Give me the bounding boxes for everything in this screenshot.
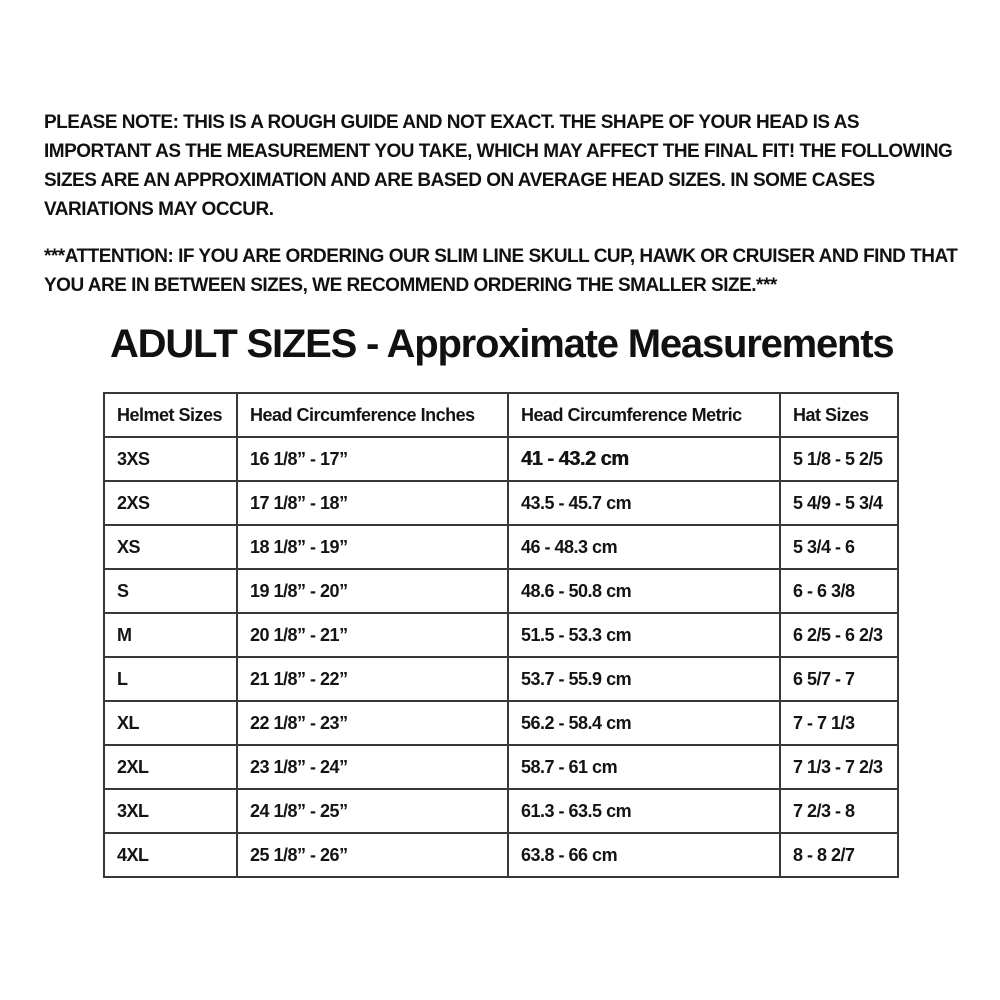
header-circumference-metric: Head Circumference Metric bbox=[507, 392, 781, 438]
helmet-size-cell: XL bbox=[103, 700, 238, 746]
hat-size-cell: 6 - 6 3/8 bbox=[779, 568, 899, 614]
note-block: PLEASE NOTE: THIS IS A ROUGH GUIDE AND N… bbox=[44, 108, 960, 300]
inches-cell: 22 1/8” - 23” bbox=[236, 700, 509, 746]
metric-cell: 63.8 - 66 cm bbox=[507, 832, 781, 878]
helmet-size-cell: XS bbox=[103, 524, 238, 570]
table-header: Helmet Sizes Head Circumference Inches H… bbox=[103, 392, 899, 438]
hat-size-cell: 5 3/4 - 6 bbox=[779, 524, 899, 570]
inches-cell: 24 1/8” - 25” bbox=[236, 788, 509, 834]
metric-cell: 61.3 - 63.5 cm bbox=[507, 788, 781, 834]
hat-size-cell: 5 1/8 - 5 2/5 bbox=[779, 436, 899, 482]
please-note-paragraph: PLEASE NOTE: THIS IS A ROUGH GUIDE AND N… bbox=[44, 112, 953, 220]
hat-size-cell: 6 5/7 - 7 bbox=[779, 656, 899, 702]
table-row: 2XS 17 1/8” - 18” 43.5 - 45.7 cm 5 4/9 -… bbox=[103, 480, 899, 526]
hat-size-cell: 8 - 8 2/7 bbox=[779, 832, 899, 878]
table-row: XS 18 1/8” - 19” 46 - 48.3 cm 5 3/4 - 6 bbox=[103, 524, 899, 570]
table-row: S 19 1/8” - 20” 48.6 - 50.8 cm 6 - 6 3/8 bbox=[103, 568, 899, 614]
helmet-size-cell: S bbox=[103, 568, 238, 614]
adult-sizes-table: Helmet Sizes Head Circumference Inches H… bbox=[103, 392, 899, 878]
table-row: XL 22 1/8” - 23” 56.2 - 58.4 cm 7 - 7 1/… bbox=[103, 700, 899, 746]
hat-size-cell: 5 4/9 - 5 3/4 bbox=[779, 480, 899, 526]
inches-cell: 17 1/8” - 18” bbox=[236, 480, 509, 526]
inches-cell: 23 1/8” - 24” bbox=[236, 744, 509, 790]
page-title: ADULT SIZES - Approximate Measurements bbox=[110, 322, 895, 366]
header-hat-sizes: Hat Sizes bbox=[779, 392, 899, 438]
metric-cell: 43.5 - 45.7 cm bbox=[507, 480, 781, 526]
inches-cell: 16 1/8” - 17” bbox=[236, 436, 509, 482]
metric-cell: 51.5 - 53.3 cm bbox=[507, 612, 781, 658]
helmet-size-cell: 2XL bbox=[103, 744, 238, 790]
metric-cell: 58.7 - 61 cm bbox=[507, 744, 781, 790]
helmet-size-cell: M bbox=[103, 612, 238, 658]
helmet-size-cell: 3XL bbox=[103, 788, 238, 834]
header-helmet-sizes: Helmet Sizes bbox=[103, 392, 238, 438]
hat-size-cell: 7 2/3 - 8 bbox=[779, 788, 899, 834]
helmet-size-cell: L bbox=[103, 656, 238, 702]
hat-size-cell: 7 1/3 - 7 2/3 bbox=[779, 744, 899, 790]
table-row: L 21 1/8” - 22” 53.7 - 55.9 cm 6 5/7 - 7 bbox=[103, 656, 899, 702]
metric-cell: 41 - 43.2 cm bbox=[507, 436, 781, 482]
table-row: M 20 1/8” - 21” 51.5 - 53.3 cm 6 2/5 - 6… bbox=[103, 612, 899, 658]
metric-cell: 53.7 - 55.9 cm bbox=[507, 656, 781, 702]
hat-size-cell: 7 - 7 1/3 bbox=[779, 700, 899, 746]
helmet-size-cell: 2XS bbox=[103, 480, 238, 526]
helmet-size-cell: 3XS bbox=[103, 436, 238, 482]
table-row: 3XL 24 1/8” - 25” 61.3 - 63.5 cm 7 2/3 -… bbox=[103, 788, 899, 834]
inches-cell: 18 1/8” - 19” bbox=[236, 524, 509, 570]
helmet-size-cell: 4XL bbox=[103, 832, 238, 878]
header-circumference-inches: Head Circumference Inches bbox=[236, 392, 509, 438]
inches-cell: 19 1/8” - 20” bbox=[236, 568, 509, 614]
attention-paragraph: ***ATTENTION: IF YOU ARE ORDERING OUR SL… bbox=[44, 246, 958, 296]
metric-cell: 56.2 - 58.4 cm bbox=[507, 700, 781, 746]
inches-cell: 21 1/8” - 22” bbox=[236, 656, 509, 702]
table-body: 3XS 16 1/8” - 17” 41 - 43.2 cm 5 1/8 - 5… bbox=[103, 436, 899, 878]
table-row: 3XS 16 1/8” - 17” 41 - 43.2 cm 5 1/8 - 5… bbox=[103, 436, 899, 482]
inches-cell: 20 1/8” - 21” bbox=[236, 612, 509, 658]
table-header-row: Helmet Sizes Head Circumference Inches H… bbox=[103, 392, 899, 438]
inches-cell: 25 1/8” - 26” bbox=[236, 832, 509, 878]
table-row: 2XL 23 1/8” - 24” 58.7 - 61 cm 7 1/3 - 7… bbox=[103, 744, 899, 790]
metric-cell: 46 - 48.3 cm bbox=[507, 524, 781, 570]
table-row: 4XL 25 1/8” - 26” 63.8 - 66 cm 8 - 8 2/7 bbox=[103, 832, 899, 878]
hat-size-cell: 6 2/5 - 6 2/3 bbox=[779, 612, 899, 658]
metric-cell: 48.6 - 50.8 cm bbox=[507, 568, 781, 614]
